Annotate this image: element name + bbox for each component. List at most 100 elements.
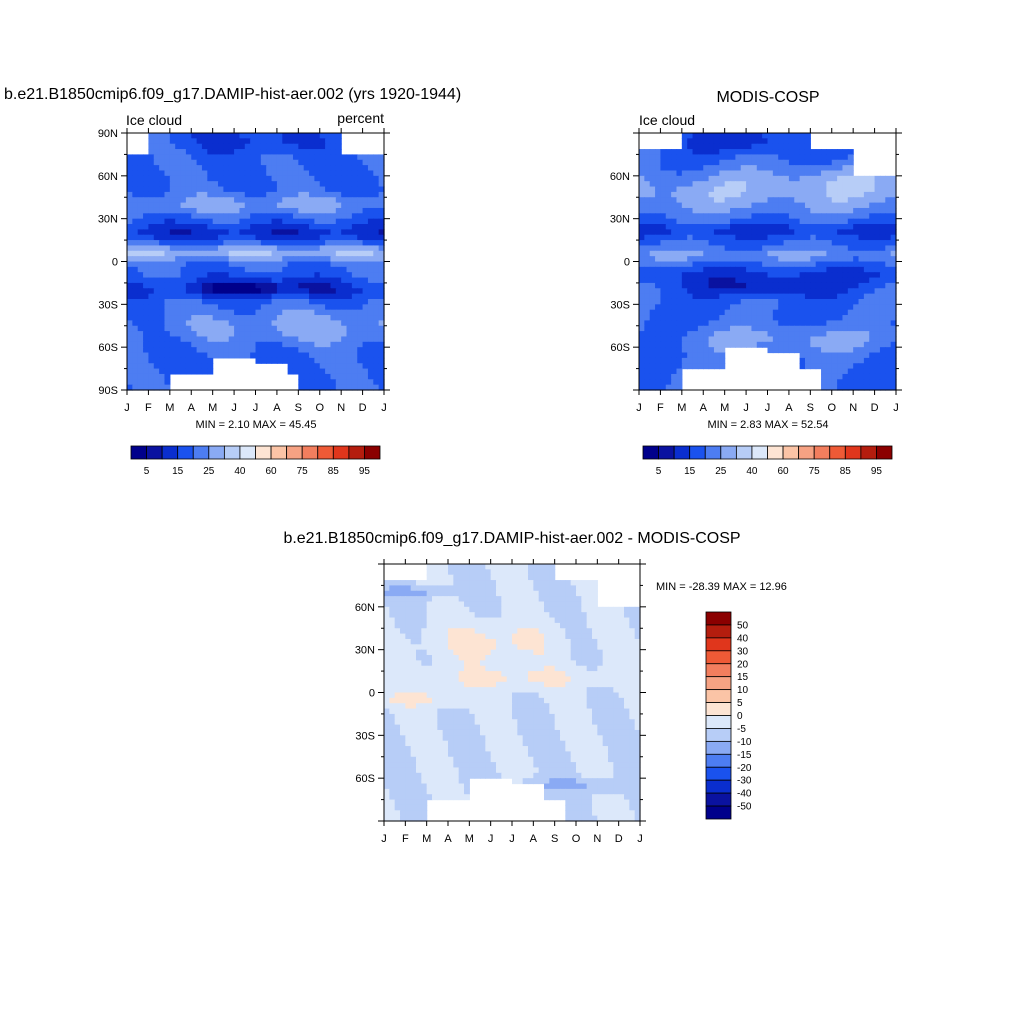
panel-model-plot-cell	[212, 256, 219, 263]
panel-model-plot-cell	[362, 154, 369, 161]
panel-obs-plot-cell	[676, 315, 683, 321]
panel-obs-plot-cell	[847, 282, 854, 289]
panel-obs-plot-cell	[713, 347, 720, 354]
panel-model-plot-cell	[309, 368, 315, 375]
panel-obs-plot-cell	[815, 266, 822, 273]
panel-obs-plot-cell	[687, 288, 694, 295]
panel-model-plot-cell	[362, 266, 369, 273]
panel-obs-plot-cell	[853, 207, 860, 214]
panel-model-plot-cell	[292, 293, 299, 300]
panel-obs-plot-cell	[671, 282, 678, 289]
panel-diff-plot-cell	[512, 633, 518, 640]
panel-obs-plot-cell	[639, 240, 645, 247]
panel-diff-plot-cell	[453, 633, 460, 640]
panel-obs-plot-cell	[767, 282, 774, 289]
panel-model-plot-cell	[196, 143, 203, 150]
panel-diff-plot-cell	[522, 612, 529, 619]
panel-obs-plot-cell	[863, 309, 870, 316]
panel-model-plot-cell	[373, 165, 380, 172]
panel-obs-plot-cell	[724, 256, 731, 263]
panel-model-plot-cell	[260, 213, 267, 220]
panel-model-plot-cell	[234, 165, 241, 172]
panel-obs-plot-cell	[810, 293, 817, 300]
panel-model-plot-cell	[185, 224, 192, 230]
panel-obs-plot-cell	[692, 315, 699, 321]
panel-obs-plot-cell	[879, 347, 886, 354]
panel-obs-plot-cell	[767, 277, 774, 284]
panel-obs-plot-cell	[885, 191, 892, 198]
panel-obs-plot-cell	[708, 298, 715, 305]
panel-model-plot-cell	[309, 261, 315, 268]
panel-model-plot-cell	[148, 165, 155, 172]
panel-model-plot-cell	[143, 186, 150, 193]
panel-obs-plot-cell	[639, 272, 645, 279]
panel-model-plot-cell	[207, 298, 214, 305]
panel-obs-plot-cell	[837, 149, 844, 156]
panel-model-plot-cell	[367, 282, 374, 289]
panel-obs-plot-cell	[703, 304, 710, 311]
panel-diff-plot-cell	[586, 617, 593, 624]
panel-model-plot-cell	[244, 341, 251, 348]
panel-model-plot-cell	[367, 352, 374, 359]
panel-model-plot-cell	[180, 245, 187, 252]
panel-obs-plot-cell	[794, 138, 801, 145]
panel-model-plot-cell	[287, 282, 294, 289]
panel-obs-plot-cell	[649, 384, 656, 391]
panel-obs-plot-cell	[890, 277, 897, 284]
panel-obs-plot-cell	[681, 256, 688, 263]
panel-model-plot-cell	[250, 143, 257, 150]
panel-model-plot-cell	[127, 379, 133, 386]
panel-obs-plot-cell	[665, 379, 672, 386]
panel-obs-plot-cell	[660, 229, 667, 236]
panel-obs-plot-cell	[740, 245, 747, 252]
panel-obs-plot-cell	[746, 218, 753, 225]
panel-obs-colorbar-swatch	[689, 445, 706, 460]
panel-model-plot-cell	[244, 325, 251, 332]
panel-obs-plot-cell	[649, 352, 656, 359]
panel-diff-plot-cell	[549, 612, 556, 619]
panel-model-plot-cell	[250, 186, 257, 193]
panel-model-plot-cell	[191, 363, 198, 370]
panel-diff-plot-cell	[448, 585, 454, 592]
panel-diff-plot-cell	[570, 612, 577, 619]
panel-diff-plot-cell	[544, 569, 550, 576]
panel-model-plot-cell	[373, 315, 380, 321]
panel-model-plot-cell	[244, 309, 251, 316]
panel-obs-plot-cell	[842, 202, 849, 209]
panel-model-plot-cell	[180, 218, 187, 225]
panel-obs-plot-cell	[687, 245, 694, 252]
panel-model-plot-cell	[148, 320, 155, 327]
panel-model-plot-cell	[201, 138, 208, 145]
panel-obs-plot-cell	[815, 272, 822, 279]
panel-obs-plot-cell	[810, 315, 817, 321]
panel-obs-plot-cell	[639, 347, 645, 354]
panel-model-plot-cell	[367, 336, 374, 343]
panel-diff-plot-cell	[506, 612, 513, 619]
panel-diff-plot-cell	[565, 612, 572, 619]
panel-diff-plot-cell	[581, 622, 588, 629]
panel-model-plot-cell	[153, 315, 160, 321]
panel-model-plot-cell	[148, 261, 155, 268]
panel-obs-plot-cell	[730, 315, 736, 321]
panel-obs-plot-cell	[826, 282, 833, 289]
panel-model-plot-cell	[234, 288, 241, 295]
panel-model-plot-cell	[244, 261, 251, 268]
panel-model-plot-cell	[346, 213, 353, 220]
panel-obs-plot-cell	[681, 304, 688, 311]
panel-obs-plot-cell	[762, 207, 769, 214]
panel-diff-plot-cell	[549, 564, 556, 570]
panel-obs-plot-cell	[772, 341, 779, 348]
panel-model-plot-cell	[250, 282, 257, 289]
panel-obs-plot-cell	[665, 181, 672, 188]
panel-model-plot-cell	[191, 272, 198, 279]
panel-obs-plot-cell	[703, 256, 710, 263]
panel-model-plot-cell	[223, 293, 230, 300]
panel-model-plot-cell	[180, 143, 187, 150]
panel-model-plot-cell	[164, 218, 171, 225]
panel-model-plot-cell	[153, 336, 160, 343]
panel-model-plot-cell	[309, 143, 315, 150]
panel-model-plot-cell	[239, 282, 246, 289]
panel-model-plot-cell	[255, 357, 262, 364]
panel-model-plot-cell	[169, 266, 176, 273]
panel-model-plot-cell	[266, 357, 273, 364]
